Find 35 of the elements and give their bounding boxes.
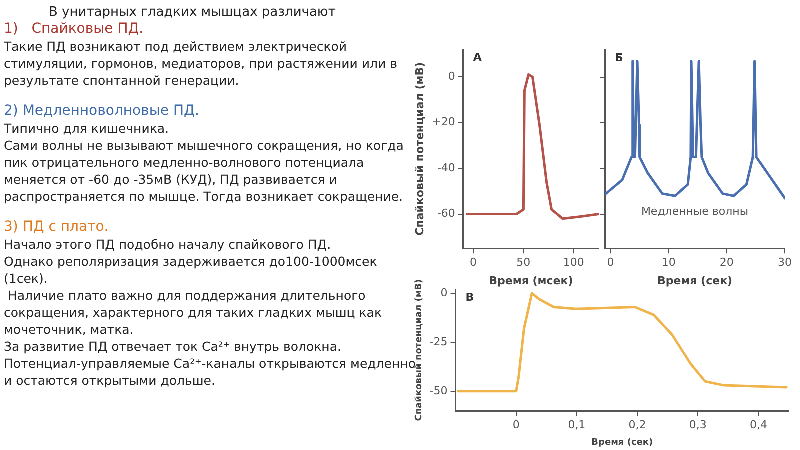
- text: Такие ПД возникают под действием электрической стимуляции, гормонов, медиаторов, при растяжении или в результате спонтанной генерации.: [4, 39, 398, 88]
- chart-title: В: [466, 290, 474, 304]
- annotation: Медленные волны: [641, 204, 749, 218]
- x-tick-label: 0: [470, 256, 477, 270]
- x-axis-title: Время (сек): [657, 274, 733, 288]
- y-tick-label: -60: [437, 207, 456, 220]
- x-tick-label: 30: [778, 256, 792, 270]
- text: 1) Спайковые ПД.: [4, 21, 145, 38]
- x-axis-title: Время (мсек): [489, 274, 574, 288]
- y-tick-label: -25: [430, 335, 448, 348]
- x-tick-label: 0,4: [750, 418, 768, 432]
- y-axis-title: Спайковый потенциал (мВ): [414, 279, 425, 422]
- text: 2) Медленноволновые ПД.: [4, 103, 200, 119]
- chart-title: Б: [615, 51, 624, 64]
- x-tick-label: 100: [563, 256, 584, 270]
- text: Начало этого ПД подобно началу спайкового ПД. Однако реполяризация задерживается до100-1000мсек (1сек). Наличие плато важно для поддержания длительного сокращения, характерного для таких гладких мышц как мочеточник, матка. За развитие ПД отвечает ток Ca²⁺ внутрь волокна. Потенциал-управляемые Ca²⁺-каналы открываются медленно и остаются открытыми дольше.: [4, 237, 416, 388]
- y-axis-title: Спайковый потенциал (мВ): [413, 62, 426, 236]
- x-axis-title: Время (сек): [592, 438, 654, 448]
- x-tick-label: 0: [512, 418, 520, 432]
- y-tick-label: -50: [430, 384, 448, 398]
- x-tick-label: 0,2: [628, 418, 646, 432]
- text: В унитарных гладких мышцах различают: [48, 4, 337, 21]
- x-tick-label: 0,3: [689, 418, 707, 432]
- text: Типично для кишечника. Сами волны не вызывают мышечного сокращения, но когда пик отрицательного медленно-волнового потенциала меняется от -60 до -35мВ (КУД), ПД развивается и распространяется по мышце. Тогда возникает сокращение.: [4, 121, 404, 204]
- x-tick-label: 50: [516, 256, 531, 270]
- y-tick-label: -40: [437, 161, 456, 174]
- x-tick-label: 0,1: [568, 418, 586, 432]
- y-tick-label: 0: [448, 70, 456, 83]
- y-tick-label: +20: [432, 116, 456, 129]
- x-tick-label: 10: [662, 256, 676, 270]
- chart-title: А: [473, 50, 482, 64]
- x-tick-label: 20: [720, 256, 734, 270]
- text: 3) ПД с плато.: [4, 219, 109, 235]
- y-tick-label: 0: [440, 286, 448, 300]
- x-tick-label: 0: [607, 256, 614, 270]
